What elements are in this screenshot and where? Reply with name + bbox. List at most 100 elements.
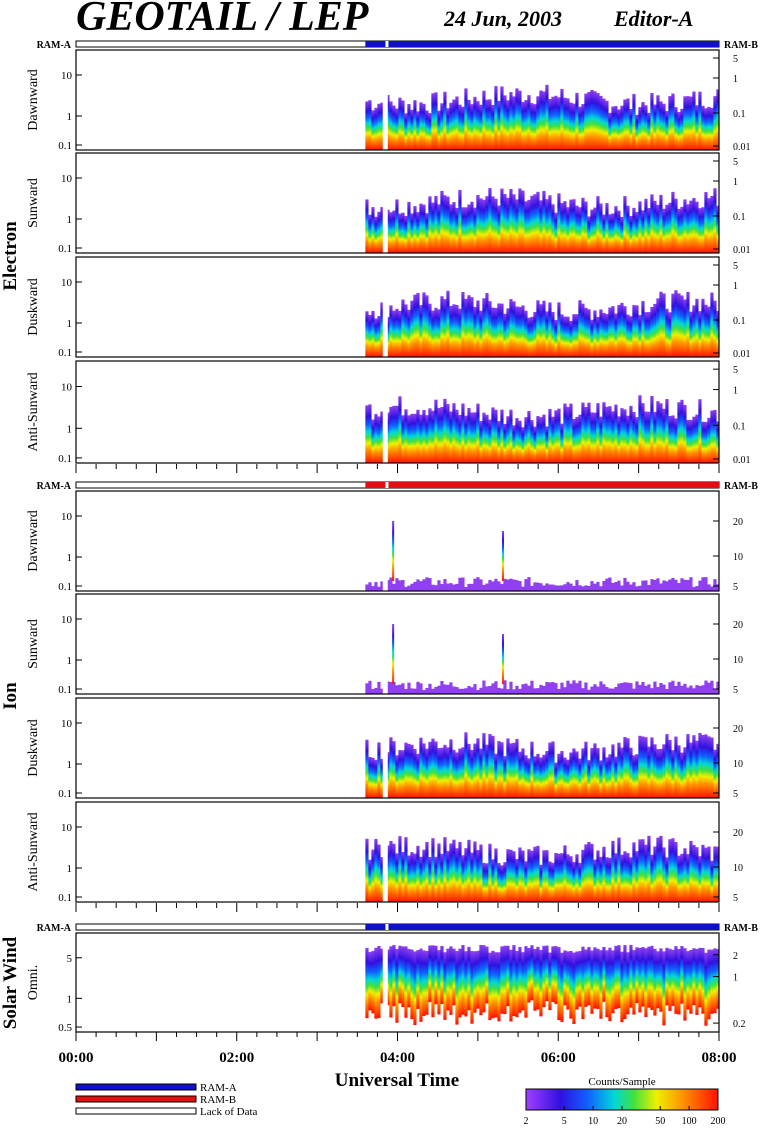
right-tick-label: 0.01 <box>733 455 751 466</box>
ram-bar-fill <box>365 482 719 488</box>
legend-swatch <box>75 1107 197 1115</box>
spectrogram <box>365 802 719 902</box>
spectrogram <box>365 933 719 1032</box>
panel-dawnward: Dawnward 10 1 0.1 5 1 0.1 0.01 <box>26 49 751 153</box>
right-tick-label: 20 <box>733 724 743 735</box>
right-tick-label: 20 <box>733 620 743 631</box>
ram-label-right: RAM-B <box>724 481 758 492</box>
right-tick-label: 0.2 <box>733 1019 746 1030</box>
left-tick-label: 1 <box>67 423 73 435</box>
left-tick-label: 10 <box>61 382 73 394</box>
panel-frame <box>75 593 720 695</box>
colorbar-tick-label: 5 <box>562 1116 567 1127</box>
left-tick-label: 0.1 <box>58 581 72 593</box>
spectrogram <box>365 361 719 463</box>
panel-frame <box>75 490 720 592</box>
right-tick-label: 2 <box>733 951 738 962</box>
ram-bar-fill <box>365 41 719 47</box>
right-tick-label: 10 <box>733 552 743 563</box>
right-tick-label: 0.01 <box>733 349 751 360</box>
right-tick-label: 1 <box>733 386 738 397</box>
panel-sunward: Sunward 10 1 0.1 20 10 5 <box>26 593 743 696</box>
colorbar-tick-label: 100 <box>682 1116 697 1127</box>
ram-label-right: RAM-B <box>724 923 758 934</box>
left-tick-label: 1 <box>67 655 73 667</box>
right-tick-label: 0.1 <box>733 109 746 120</box>
panel-frame <box>75 256 720 358</box>
panel-duskward: Duskward 10 1 0.1 5 1 0.1 0.01 <box>26 256 751 360</box>
ram-label-left: RAM-A <box>37 481 72 492</box>
ram-bar-gap <box>385 482 389 488</box>
figure-title: GEOTAIL / LEP <box>76 0 369 40</box>
right-tick-label: 10 <box>733 863 743 874</box>
colorbar-tick-label: 10 <box>588 1116 598 1127</box>
left-tick-label: 10 <box>61 173 73 185</box>
right-tick-label: 5 <box>733 893 738 904</box>
panel-frame <box>75 152 720 254</box>
left-tick-label: 1 <box>67 863 73 875</box>
left-tick-label: 5 <box>67 953 73 965</box>
left-tick-label: 1 <box>67 993 73 1005</box>
panel-label: Anti-Sunward <box>26 372 41 451</box>
right-tick-label: 10 <box>733 759 743 770</box>
left-tick-label: 1 <box>67 111 73 123</box>
right-tick-label: 10 <box>733 655 743 666</box>
time-axis: 00:00 02:00 04:00 06:00 08:00 <box>59 1050 737 1066</box>
legend-label: RAM-A <box>200 1082 237 1094</box>
colorbar-title: Counts/Sample <box>588 1076 655 1088</box>
left-tick-label: 0.1 <box>58 453 72 465</box>
left-tick-label: 10 <box>61 511 73 523</box>
right-tick-label: 5 <box>733 685 738 696</box>
panel-frame <box>75 801 720 903</box>
left-tick-label: 1 <box>67 318 73 330</box>
left-tick-label: 10 <box>61 70 73 82</box>
spectrogram <box>365 50 719 150</box>
colorbar-tick-label: 20 <box>617 1116 627 1127</box>
x-axis-label: Universal Time <box>335 1070 459 1091</box>
x-tick-label: 04:00 <box>380 1050 415 1066</box>
panel-label: Duskward <box>26 719 41 777</box>
legend-swatch <box>75 1083 197 1091</box>
left-tick-label: 10 <box>61 822 73 834</box>
x-tick-label: 08:00 <box>702 1050 737 1066</box>
panel-duskward: Duskward 10 1 0.1 20 10 5 <box>26 697 743 800</box>
ram-label-right: RAM-B <box>724 40 758 51</box>
legend-label: Lack of Data <box>200 1106 258 1118</box>
group-name: Ion <box>0 682 21 710</box>
legend-swatch <box>75 1095 197 1103</box>
x-tick-label: 00:00 <box>59 1050 94 1066</box>
left-tick-label: 10 <box>61 614 73 626</box>
right-tick-label: 1 <box>733 281 738 292</box>
panel-anti-sunward: Anti-Sunward 10 1 0.1 20 10 5 <box>26 801 743 904</box>
spectrogram <box>365 257 719 357</box>
figure-editor: Editor-A <box>613 6 693 31</box>
left-tick-label: 0.1 <box>58 892 72 904</box>
colorbar-tick-label: 200 <box>711 1116 726 1127</box>
panel-anti-sunward: Anti-Sunward 10 1 0.1 5 1 0.1 0.01 <box>26 360 751 466</box>
right-tick-label: 5 <box>733 261 738 272</box>
right-tick-label: 20 <box>733 517 743 528</box>
right-tick-label: 1 <box>733 973 738 984</box>
left-tick-label: 1 <box>67 552 73 564</box>
spectrogram <box>365 153 719 253</box>
spectrogram <box>365 491 719 591</box>
panel-sunward: Sunward 10 1 0.1 5 1 0.1 0.01 <box>26 152 751 256</box>
panel-label: Anti-Sunward <box>26 812 41 891</box>
right-tick-label: 5 <box>733 157 738 168</box>
left-tick-label: 1 <box>67 214 73 226</box>
left-tick-label: 10 <box>61 277 73 289</box>
ram-label-left: RAM-A <box>37 40 72 51</box>
panel-frame <box>75 49 720 151</box>
x-tick-label: 06:00 <box>541 1050 576 1066</box>
ram-bar-gap <box>385 924 389 930</box>
left-tick-label: 1 <box>67 759 73 771</box>
panel-frame <box>75 360 720 464</box>
panel-label: Dawnward <box>26 510 41 571</box>
ram-label-left: RAM-A <box>37 923 72 934</box>
right-tick-label: 0.01 <box>733 142 751 153</box>
right-tick-label: 1 <box>733 177 738 188</box>
panel-groups: RAM-A RAM-B Electron Dawnward 10 1 0.1 5 1 0.1 0.0… <box>0 40 758 1041</box>
right-tick-label: 5 <box>733 54 738 65</box>
